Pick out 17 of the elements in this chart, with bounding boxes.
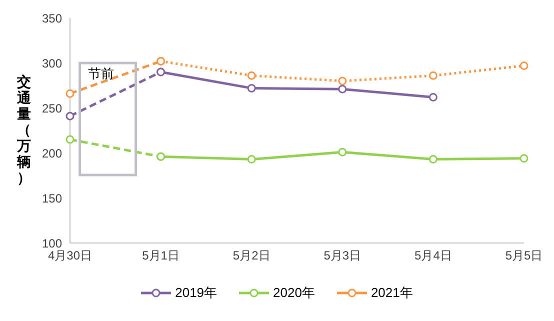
y-tick-label: 250	[42, 101, 62, 116]
x-tick-label: 5月5日	[505, 248, 543, 263]
x-tick-label: 5月4日	[414, 248, 452, 263]
y-tick-label: 300	[42, 56, 62, 70]
y-tick-label: 200	[42, 146, 62, 160]
legend-label: 2019年	[175, 284, 218, 302]
x-tick-label: 5月2日	[232, 248, 270, 263]
x-tick-label: 5月3日	[324, 248, 362, 263]
y-tick-label: 100	[42, 236, 62, 250]
x-tick-label: 4月30日	[48, 248, 92, 263]
y-tick-label: 350	[42, 11, 62, 26]
legend-label: 2020年	[273, 284, 315, 302]
y-axis-title: 交通量（万辆）	[16, 74, 32, 186]
annotation: 节前	[88, 66, 114, 81]
legend-label: 2021年	[370, 284, 413, 302]
y-tick-label: 150	[42, 191, 62, 206]
x-tick-label: 5月1日	[142, 248, 180, 263]
